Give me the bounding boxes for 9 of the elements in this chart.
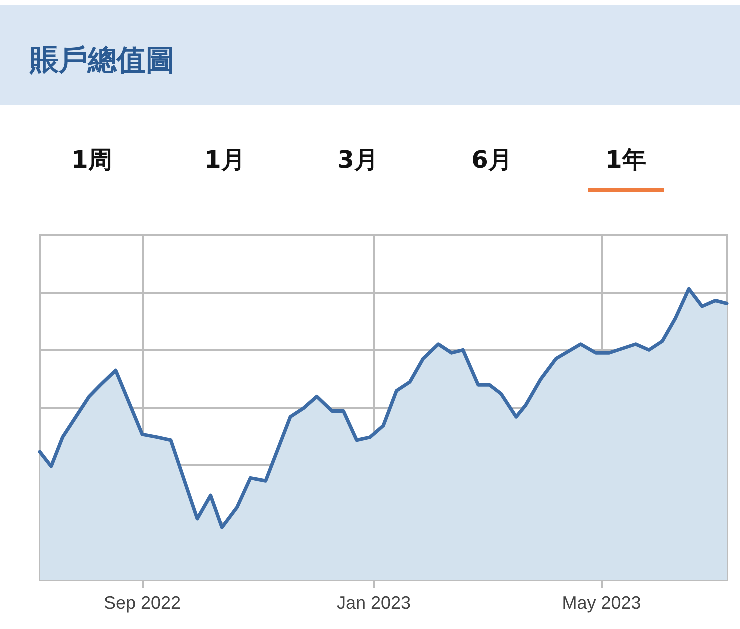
text: 3月 — [336, 145, 380, 176]
chart-title: 賬戶總值圖 — [30, 42, 175, 79]
text: 1月 — [204, 145, 246, 176]
x-tick-label: May 2023 — [562, 593, 642, 613]
x-tick-label: Jan 2023 — [336, 593, 412, 613]
x-tick-label: Sep 2022 — [104, 593, 182, 613]
text: 1周 — [70, 145, 114, 176]
text: 6月 — [470, 145, 514, 176]
text: 1年 — [604, 145, 648, 176]
